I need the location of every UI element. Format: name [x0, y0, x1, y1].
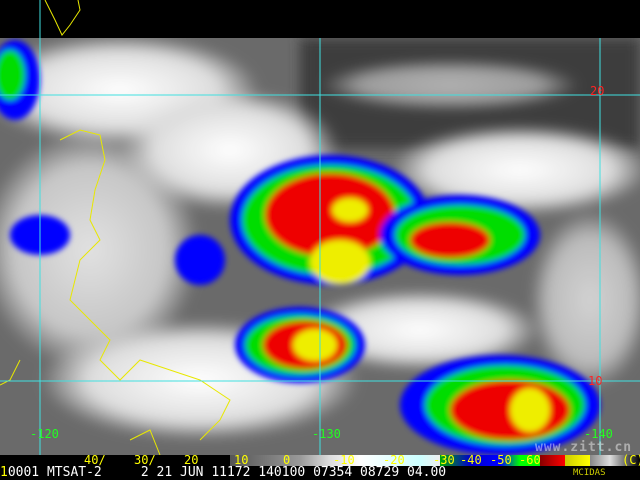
- longitude-label: -140: [584, 427, 613, 441]
- scale-tick: 30/: [134, 453, 156, 467]
- convective-cells: [0, 40, 600, 455]
- software-label: MCIDAS: [573, 468, 606, 478]
- scale-tick: 10: [234, 453, 249, 467]
- scale-tick: 20: [184, 453, 199, 467]
- temperature-color-scale: [0, 455, 640, 466]
- status-text: 0001 MTSAT-2 2 21 JUN 11172 140100 07354…: [7, 465, 447, 480]
- lat-lon-grid: [0, 0, 640, 455]
- scale-tick: 0: [283, 453, 291, 467]
- scale-tick: -30: [433, 453, 455, 467]
- scale-tick: -10: [333, 453, 355, 467]
- scale-tick: -40: [460, 453, 482, 467]
- coastlines: [0, 0, 231, 456]
- scale-tick: -20: [383, 453, 405, 467]
- scale-tick: -60: [519, 453, 541, 467]
- scale-tick: 40/: [84, 453, 106, 467]
- no-data-band: [0, 0, 640, 38]
- latitude-label: 10: [588, 374, 603, 388]
- scale-tick: -50: [490, 453, 512, 467]
- frame-number: 1: [0, 465, 8, 480]
- longitude-label: -120: [30, 427, 59, 441]
- watermark: www.zitt.cn: [535, 440, 633, 455]
- status-line: 10001 MTSAT-2 2 21 JUN 11172 140100 0735…: [0, 466, 640, 480]
- longitude-label: -130: [312, 427, 341, 441]
- scale-unit: (C): [622, 453, 640, 467]
- latitude-label: 20: [590, 84, 605, 98]
